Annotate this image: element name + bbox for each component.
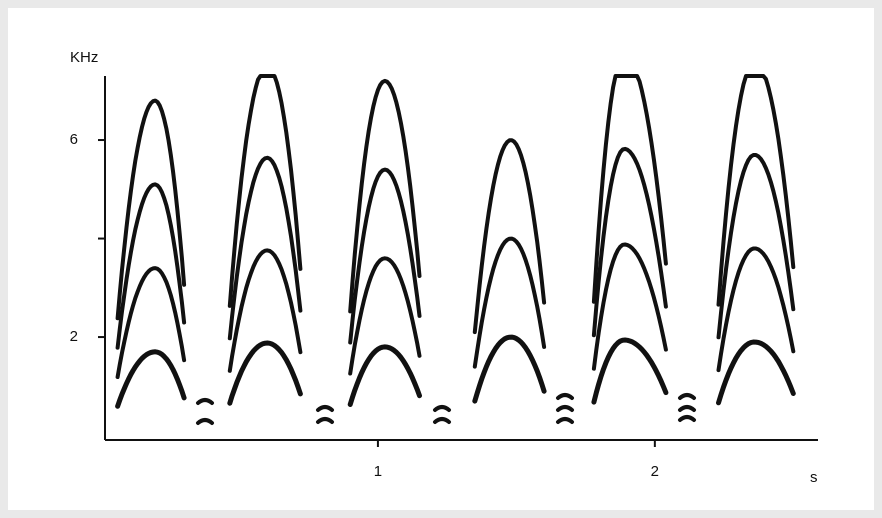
x-tick-label: 2 [651, 463, 659, 480]
harmonic-arc [115, 266, 187, 379]
harmonic-arc [348, 256, 422, 376]
harmonic-arc [347, 344, 422, 407]
harmonic-arc [591, 242, 668, 371]
harmonic-arc [716, 246, 796, 373]
plot-background [8, 8, 874, 510]
harmonic-arc [227, 340, 303, 406]
harmonic-arc [472, 138, 547, 335]
harmonic-arc [115, 182, 187, 350]
y-axis-label: KHz [70, 49, 98, 66]
harmonic-arc [348, 167, 422, 345]
harmonic-arc [115, 349, 187, 409]
x-tick-label: 1 [374, 463, 382, 480]
y-tick-label: 2 [70, 328, 78, 345]
harmonic-arc [591, 337, 669, 405]
noise-marks [196, 393, 696, 425]
harmonic-arc [227, 74, 303, 308]
harmonic-arc [472, 236, 547, 369]
harmonic-arc [716, 74, 796, 307]
harmonic-arc [115, 98, 187, 321]
harmonic-arc [591, 146, 668, 338]
harmonic-arc [716, 153, 796, 340]
harmonic-arc [227, 248, 303, 373]
harmonic-arc [716, 339, 796, 406]
x-axis-label: s [810, 469, 818, 486]
harmonic-arc [227, 155, 303, 341]
harmonic-arc [472, 334, 547, 404]
harmonic-arc [591, 74, 668, 304]
harmonic-arc [348, 78, 422, 314]
y-tick-label: 6 [70, 131, 78, 148]
